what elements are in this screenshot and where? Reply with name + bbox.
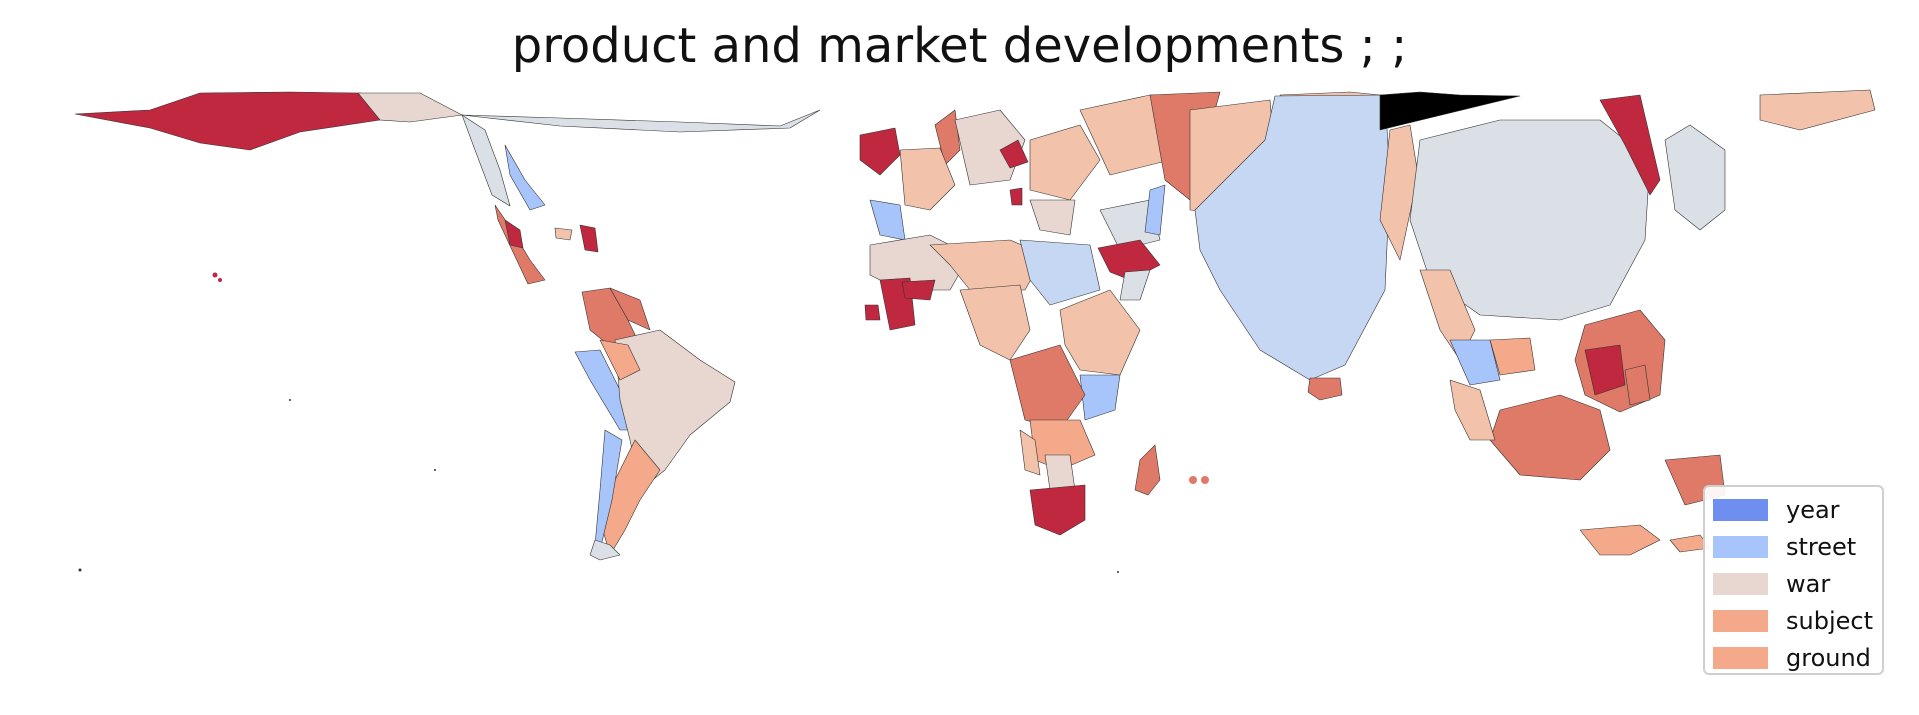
- island-dot: [218, 278, 222, 282]
- region-se-asia-blue: [1449, 339, 1501, 386]
- region-bolivia: [599, 339, 641, 381]
- region-europe-red-2: [1009, 187, 1023, 206]
- region-indonesia: [1489, 394, 1611, 481]
- region-canada-north: [357, 92, 463, 123]
- legend-swatch: [1713, 536, 1768, 558]
- island-dot: [434, 469, 436, 471]
- region-usa: [461, 114, 511, 207]
- region-africa-north: [929, 239, 1046, 291]
- region-africa-south-west: [1019, 429, 1041, 476]
- region-venezuela: [609, 287, 651, 331]
- legend-item-street: street: [1713, 532, 1856, 562]
- region-africa-sahel-blue: [1019, 239, 1101, 306]
- island-dot: [289, 399, 291, 401]
- legend-label: subject: [1786, 607, 1873, 635]
- region-europe-east: [1029, 124, 1101, 201]
- region-himalaya-black: [1379, 91, 1521, 131]
- region-se-asia-peach: [1489, 337, 1536, 376]
- legend-swatch: [1713, 610, 1768, 632]
- region-africa-south-mid: [1044, 454, 1076, 491]
- island-dot: [1189, 476, 1197, 484]
- region-europe-red-1: [999, 139, 1029, 169]
- region-europe-west: [899, 147, 956, 211]
- region-caribbean-red: [579, 224, 599, 253]
- region-bangladesh: [1379, 124, 1419, 261]
- region-usa-east: [504, 144, 546, 211]
- region-philippines-sub: [1624, 364, 1651, 406]
- legend-item-year: year: [1713, 495, 1840, 525]
- island-dot: [212, 272, 218, 278]
- region-philippines-red: [1584, 344, 1626, 396]
- legend-label: street: [1786, 533, 1857, 561]
- map-title: product and market developments ; ;: [511, 18, 1408, 74]
- island-dot: [1201, 476, 1209, 484]
- island-dot: [1117, 571, 1119, 573]
- region-africa-horn: [1059, 289, 1141, 376]
- region-arctic-strip: [461, 109, 821, 133]
- region-balkans: [1029, 199, 1076, 236]
- region-africa-west-red2: [901, 279, 936, 301]
- legend-swatch: [1713, 499, 1768, 521]
- region-patagonia: [589, 539, 621, 561]
- region-sri-lanka: [1307, 377, 1343, 401]
- legend-label: war: [1786, 570, 1831, 598]
- legend-item-ground: ground: [1713, 643, 1871, 673]
- region-madagascar: [1134, 444, 1161, 496]
- region-australia: [1579, 524, 1661, 556]
- legend-label: year: [1786, 496, 1840, 524]
- legend-item-subject: subject: [1713, 606, 1873, 636]
- region-caribbean: [554, 227, 573, 241]
- region-china: [1409, 119, 1651, 321]
- region-indonesia-west: [1449, 379, 1496, 441]
- region-europe-blue: [869, 199, 906, 241]
- region-korea-japan: [1664, 124, 1726, 231]
- region-africa-central: [959, 284, 1031, 361]
- legend-swatch: [1713, 647, 1768, 669]
- region-iceland: [859, 127, 901, 176]
- region-africa-red-dot: [864, 304, 881, 321]
- island-dot: [78, 568, 82, 572]
- region-africa-east-blue: [1079, 374, 1121, 421]
- legend: year street war subject ground: [1703, 485, 1884, 675]
- legend-item-war: war: [1713, 569, 1830, 599]
- region-brazil: [614, 329, 736, 491]
- legend-label: ground: [1786, 644, 1871, 672]
- region-south-africa: [1029, 484, 1086, 536]
- region-middle-east-blue: [1144, 184, 1166, 236]
- region-pacific-right: [1759, 89, 1876, 131]
- region-africa-congo: [1009, 344, 1086, 431]
- region-mongolia-red: [1599, 94, 1661, 196]
- region-arabia: [1119, 269, 1151, 301]
- region-middle-east-1: [1099, 199, 1161, 251]
- region-central-america-red: [504, 219, 524, 249]
- legend-swatch: [1713, 573, 1768, 595]
